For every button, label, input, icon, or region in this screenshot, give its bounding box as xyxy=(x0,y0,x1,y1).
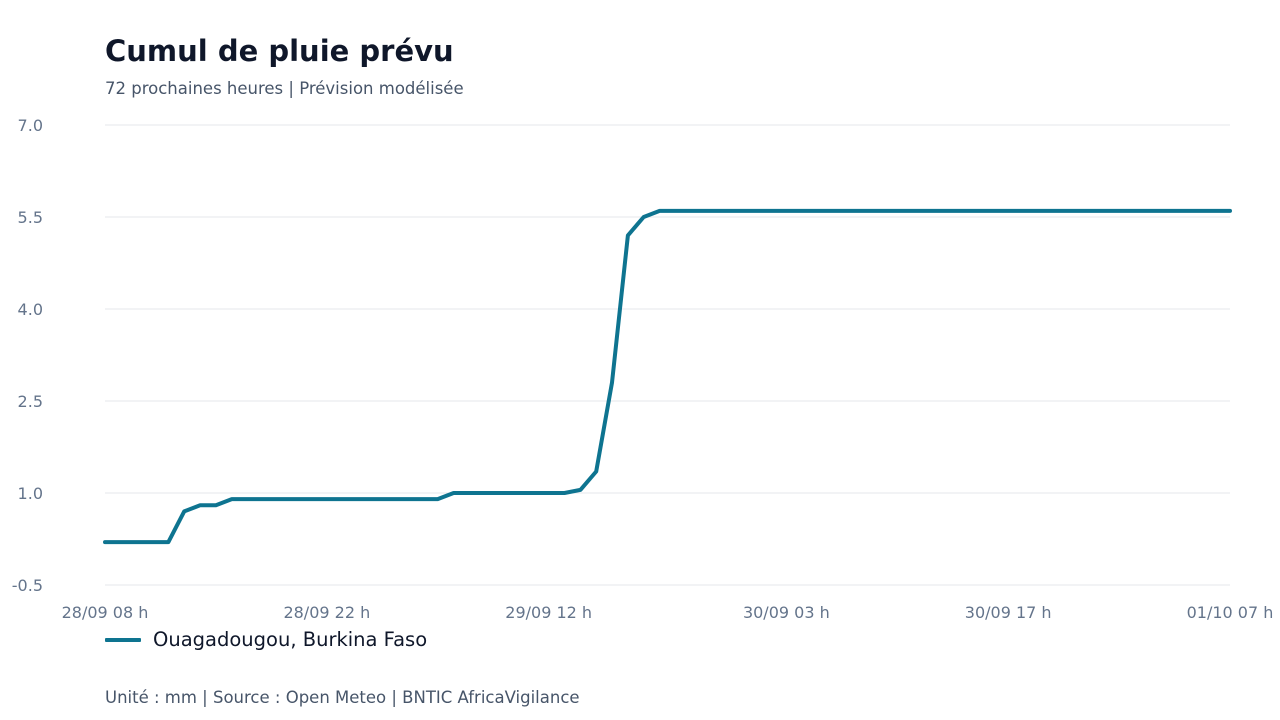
y-tick-label: -0.5 xyxy=(12,576,43,595)
y-tick-label: 2.5 xyxy=(18,392,43,411)
x-tick-label: 01/10 07 h xyxy=(1187,603,1274,622)
grid-layer xyxy=(105,124,1230,586)
series-line xyxy=(103,208,1232,545)
y-tick-label: 4.0 xyxy=(18,300,43,319)
x-tick-label: 30/09 03 h xyxy=(743,603,830,622)
legend-swatch xyxy=(105,637,141,642)
y-axis: 7.0 5.5 4.0 2.5 1.0 -0.5 xyxy=(12,116,43,595)
chart-title: Cumul de pluie prévu xyxy=(105,34,454,68)
series-layer xyxy=(103,208,1232,545)
x-tick-label: 28/09 22 h xyxy=(283,603,370,622)
legend-label: Ouagadougou, Burkina Faso xyxy=(153,628,428,651)
x-tick-label: 30/09 17 h xyxy=(965,603,1052,622)
y-tick-label: 5.5 xyxy=(18,208,43,227)
y-tick-label: 1.0 xyxy=(18,484,43,503)
y-tick-label: 7.0 xyxy=(18,116,43,135)
chart-footer: Unité : mm | Source : Open Meteo | BNTIC… xyxy=(105,688,580,707)
legend: Ouagadougou, Burkina Faso xyxy=(105,628,427,651)
chart-subtitle: 72 prochaines heures | Prévision modélis… xyxy=(105,79,464,98)
x-tick-label: 28/09 08 h xyxy=(62,603,149,622)
x-axis: 28/09 08 h 28/09 22 h 29/09 12 h 30/09 03 h… xyxy=(62,603,1274,622)
x-tick-label: 29/09 12 h xyxy=(505,603,592,622)
